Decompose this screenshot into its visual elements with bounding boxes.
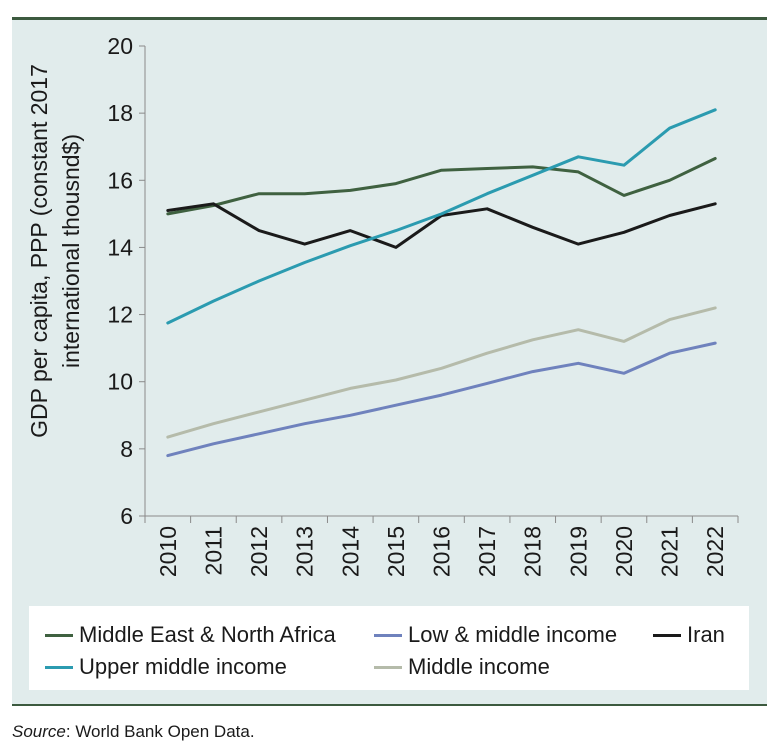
series-line-middle-income — [166, 306, 717, 439]
x-tick-label: 2016 — [429, 526, 455, 577]
legend-label-iran: Iran — [687, 622, 725, 647]
x-tick-label: 2013 — [292, 526, 318, 577]
y-tick-label: 10 — [107, 369, 133, 395]
legend-label-upper-middle: Upper middle income — [79, 654, 287, 679]
y-axis-title-line: GDP per capita, PPP (constant 2017 — [26, 64, 52, 438]
series-line-upper-middle-income — [166, 108, 717, 325]
legend-swatch-iran — [653, 633, 681, 637]
y-tick-label: 14 — [107, 234, 133, 260]
x-tick-label: 2021 — [657, 526, 683, 577]
x-tick-label: 2022 — [702, 526, 728, 577]
x-tick-label: 2020 — [611, 526, 637, 577]
x-tick-label: 2019 — [565, 526, 591, 577]
x-tick-label: 2011 — [200, 526, 226, 575]
legend-label-mena: Middle East & North Africa — [79, 622, 336, 647]
legend-label-low-middle: Low & middle income — [408, 622, 618, 647]
legend-item-iran: Iran — [653, 620, 725, 650]
legend-item-mena: Middle East & North Africa — [45, 620, 336, 650]
x-tick-label: 2010 — [155, 526, 181, 577]
y-tick-label: 12 — [107, 302, 133, 328]
y-tick-label: 6 — [120, 503, 133, 529]
y-tick-label: 18 — [107, 100, 133, 126]
x-tick-label: 2014 — [337, 526, 363, 577]
legend-swatch-low-middle — [374, 633, 402, 637]
y-tick-label: 8 — [120, 436, 133, 462]
bottom-rule — [12, 704, 767, 706]
legend: Middle East & North Africa Low & middle … — [29, 606, 749, 690]
series-line-middle-east-and-north-africa — [166, 157, 717, 216]
y-tick-label: 20 — [107, 33, 133, 59]
legend-swatch-middle — [374, 665, 402, 669]
source-label: Source — [12, 722, 66, 741]
legend-swatch-mena — [45, 633, 73, 637]
legend-item-middle: Middle income — [374, 652, 550, 682]
series-line-low-and-middle-income — [166, 341, 717, 458]
x-tick-label: 2017 — [474, 526, 500, 577]
legend-item-upper-middle: Upper middle income — [45, 652, 287, 682]
source-note: Source: World Bank Open Data. — [12, 722, 255, 742]
series-line-iran — [166, 202, 717, 249]
y-axis-title-line: international thousnd$) — [58, 134, 84, 368]
line-chart: 6 8 10 12 14 16 18 20 2010 2011 2012 2013 2014 2015 20… — [26, 33, 739, 577]
x-tick-label: 2018 — [520, 526, 546, 577]
top-rule — [12, 17, 767, 20]
y-tick-label: 16 — [107, 167, 133, 193]
chart-panel — [12, 20, 767, 704]
x-tick-label: 2012 — [246, 526, 272, 577]
legend-swatch-upper-middle — [45, 665, 73, 669]
source-text: : World Bank Open Data. — [65, 722, 255, 741]
legend-label-middle: Middle income — [408, 654, 550, 679]
legend-item-low-middle: Low & middle income — [374, 620, 617, 650]
x-tick-label: 2015 — [383, 526, 409, 577]
